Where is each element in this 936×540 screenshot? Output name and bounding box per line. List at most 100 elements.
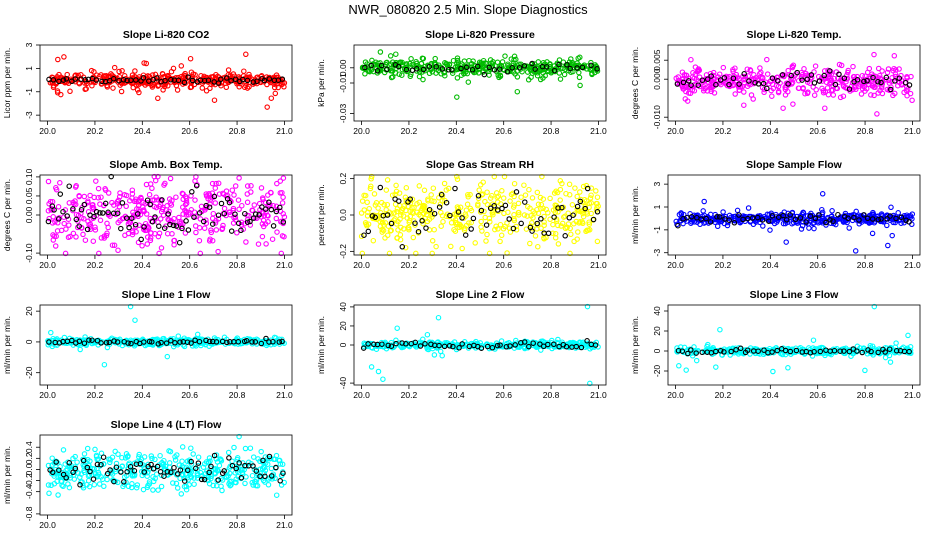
data-point	[73, 234, 79, 240]
data-point	[507, 198, 513, 204]
data-point	[871, 84, 877, 90]
data-point	[862, 367, 868, 374]
data-point	[890, 92, 896, 99]
y-tick-label: 20	[24, 306, 34, 316]
data-point	[891, 53, 898, 59]
data-point	[134, 206, 140, 212]
data-point	[223, 84, 230, 91]
reference-point	[132, 221, 139, 228]
y-tick-label: -0.10	[24, 243, 34, 263]
reference-point	[509, 65, 515, 71]
reference-point	[516, 64, 523, 71]
data-point	[50, 214, 56, 220]
data-point	[557, 76, 564, 82]
data-point	[522, 192, 529, 198]
reference-point	[270, 223, 277, 229]
reference-point	[273, 208, 280, 215]
data-point	[819, 206, 825, 213]
data-point	[279, 200, 286, 206]
x-tick-label: 20.0	[353, 126, 370, 136]
data-point	[72, 78, 79, 85]
data-point	[384, 177, 391, 183]
data-point	[130, 209, 136, 216]
data-point	[147, 237, 154, 244]
data-point	[251, 202, 258, 208]
data-point	[51, 233, 58, 239]
data-point	[542, 72, 548, 79]
y-tick-label: -1	[24, 88, 34, 96]
reference-point	[420, 66, 427, 73]
x-tick-label: 20.2	[401, 126, 418, 136]
data-point	[242, 445, 249, 452]
data-point	[484, 231, 490, 238]
data-point	[795, 77, 802, 84]
data-point	[250, 454, 257, 460]
data-point	[209, 180, 216, 187]
reference-point	[280, 219, 287, 225]
data-point	[93, 178, 99, 184]
data-point	[72, 73, 78, 79]
reference-point	[426, 63, 433, 70]
data-point	[857, 81, 863, 87]
chart-panel: Slope Li-820 Temp.degrees C per min.20.0…	[630, 29, 921, 136]
data-point	[769, 93, 775, 99]
y-tick-label: 0.005	[652, 49, 662, 71]
data-point	[110, 85, 116, 91]
reference-point	[892, 78, 898, 84]
reference-point	[226, 199, 233, 206]
data-point	[259, 195, 266, 201]
reference-point	[741, 71, 747, 77]
reference-point	[50, 77, 57, 83]
data-point	[223, 193, 229, 199]
x-tick-label: 20.4	[134, 126, 151, 136]
y-tick-label: 1	[24, 66, 34, 71]
reference-point	[60, 77, 67, 83]
data-point	[91, 194, 97, 201]
reference-point	[223, 75, 230, 81]
data-point	[169, 197, 175, 204]
data-point	[180, 204, 186, 210]
reference-point	[181, 79, 188, 86]
data-point	[67, 88, 73, 95]
data-point	[700, 88, 707, 94]
x-tick-label: 20.6	[495, 390, 512, 400]
data-point	[875, 81, 881, 87]
data-point	[734, 207, 741, 214]
y-axis-label: percent per min.	[316, 184, 326, 245]
data-point	[890, 67, 896, 74]
reference-point	[138, 236, 144, 243]
data-point	[111, 242, 118, 249]
y-tick-label: 3	[24, 42, 34, 47]
data-point	[831, 75, 838, 82]
data-point	[164, 230, 171, 237]
data-point	[166, 460, 173, 466]
y-tick-label: 0.05	[24, 187, 34, 204]
data-point	[155, 487, 161, 493]
x-tick-label: 20.4	[448, 126, 465, 136]
x-tick-label: 20.0	[667, 126, 684, 136]
data-point	[785, 67, 791, 74]
x-tick-label: 20.6	[181, 260, 198, 270]
data-point	[888, 204, 894, 211]
data-point	[574, 236, 580, 242]
data-point	[775, 89, 782, 96]
reference-point	[688, 82, 694, 88]
data-point	[442, 72, 448, 79]
data-point	[502, 53, 508, 59]
data-point	[889, 232, 895, 239]
data-point	[61, 54, 67, 60]
data-point	[230, 205, 237, 212]
data-point	[364, 199, 370, 206]
reference-point	[161, 225, 168, 231]
reference-point	[168, 76, 174, 83]
data-point	[504, 250, 510, 256]
data-point	[141, 60, 147, 66]
data-point	[535, 243, 541, 250]
data-point	[866, 65, 873, 72]
data-point	[158, 245, 165, 251]
data-point	[514, 88, 521, 95]
x-tick-label: 20.0	[353, 260, 370, 270]
data-point	[268, 190, 274, 196]
data-point	[123, 203, 129, 210]
y-tick-label: 0.00	[24, 206, 34, 223]
